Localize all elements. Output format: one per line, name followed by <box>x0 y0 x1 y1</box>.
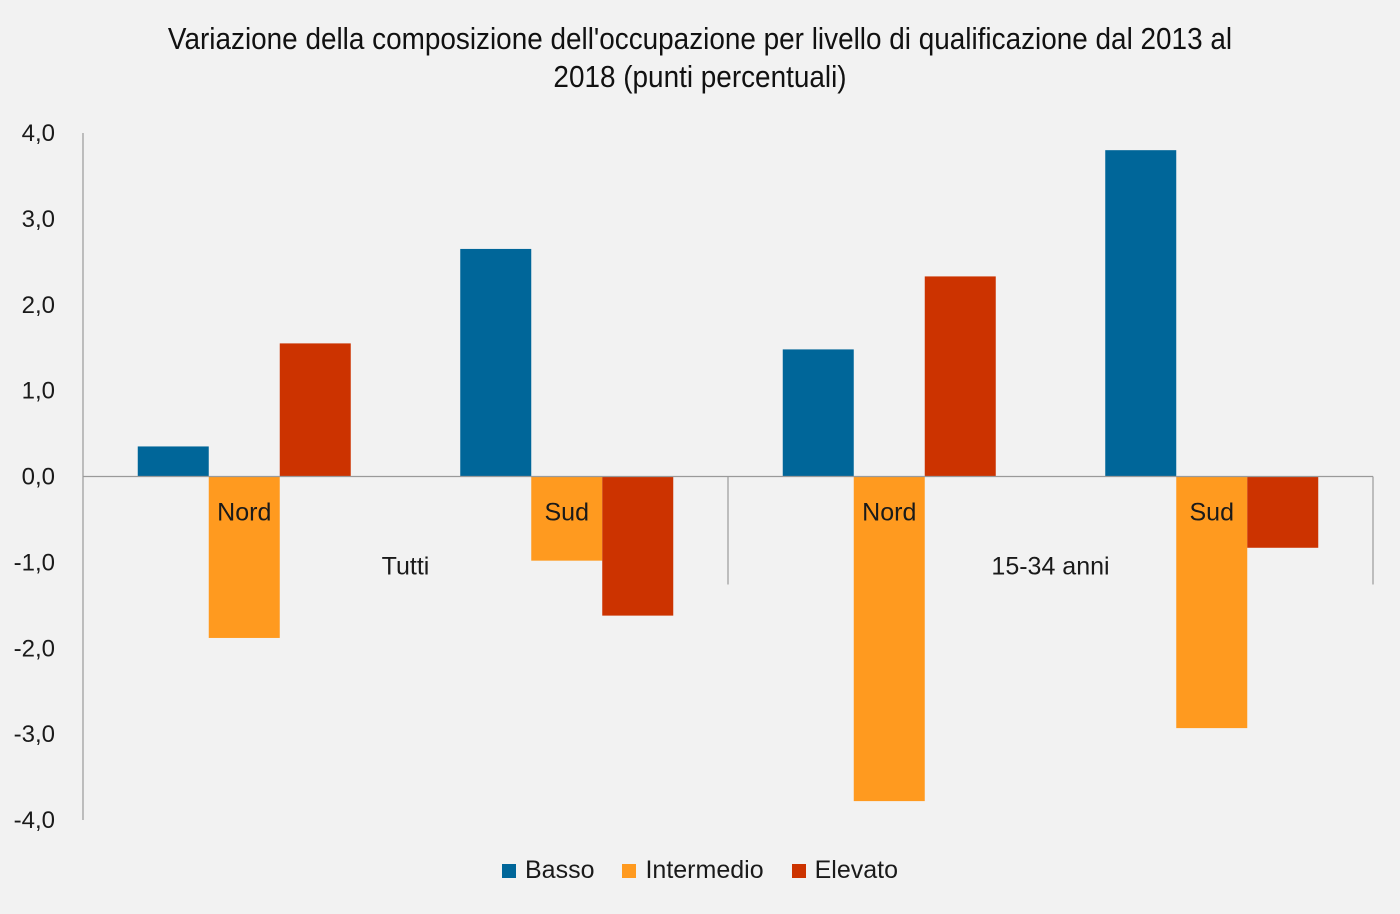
bar-intermedio-nord-0 <box>208 476 280 638</box>
category-label: Nord <box>862 499 916 527</box>
legend-item-basso: Basso <box>502 856 594 885</box>
bar-basso-nord-0 <box>137 446 209 477</box>
y-tick-label: 0,0 <box>22 464 55 491</box>
legend-item-elevato: Elevato <box>791 856 898 885</box>
legend-label-elevato: Elevato <box>814 856 898 884</box>
legend-label-basso: Basso <box>525 856 595 884</box>
legend-label-intermedio: Intermedio <box>645 856 764 884</box>
chart-title-line-1: Variazione della composizione dell'occup… <box>167 21 1233 56</box>
legend-swatch-intermedio <box>622 863 637 878</box>
group-label: Tutti <box>382 553 430 581</box>
y-tick-label: -4,0 <box>14 807 55 834</box>
legend-swatch-basso <box>502 863 516 878</box>
y-tick-label: -3,0 <box>14 721 55 748</box>
group-label: 15-34 anni <box>991 553 1109 581</box>
legend: Basso Intermedio Elevato <box>0 856 1400 885</box>
category-label: Sud <box>1190 499 1234 527</box>
category-label: Sud <box>545 499 589 527</box>
bar-elevato-nord-0 <box>279 343 351 477</box>
y-tick-label: 3,0 <box>22 206 55 233</box>
chart-title-line-2: 2018 (punti percentuali) <box>553 59 847 94</box>
bar-basso-sud-3 <box>1105 150 1177 477</box>
bar-basso-nord-2 <box>782 349 854 477</box>
bar-basso-sud-1 <box>460 248 532 477</box>
legend-item-intermedio: Intermedio <box>622 856 764 885</box>
y-tick-label: 2,0 <box>22 292 55 319</box>
y-tick-label: -1,0 <box>14 549 55 576</box>
category-label: Nord <box>217 499 271 527</box>
bar-intermedio-sud-1 <box>531 476 603 561</box>
y-tick-label: 1,0 <box>22 378 55 405</box>
bar-intermedio-sud-3 <box>1176 476 1248 729</box>
bar-elevato-nord-2 <box>924 276 996 477</box>
bar-elevato-sud-3 <box>1247 476 1319 548</box>
bar-elevato-sud-1 <box>602 476 674 616</box>
bar-intermedio-nord-2 <box>853 476 925 802</box>
y-tick-label: -2,0 <box>14 635 55 662</box>
y-tick-label: 4,0 <box>22 120 55 147</box>
legend-swatch-elevato <box>791 863 806 878</box>
